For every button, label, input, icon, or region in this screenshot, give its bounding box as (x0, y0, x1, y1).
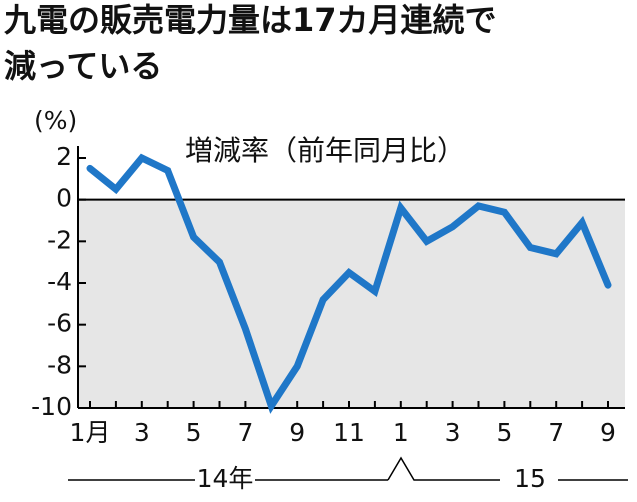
y-unit: (%) (34, 106, 77, 135)
x-tick-label: 7 (548, 418, 564, 447)
y-tick-label: -2 (47, 225, 72, 254)
chart-title-line: 九電の販売電力量は17カ月連続で (4, 1, 497, 39)
chart-title-line: 減っている (4, 47, 162, 85)
y-tick-label: -10 (31, 392, 72, 421)
year-break (387, 456, 500, 481)
negative-region (78, 199, 625, 408)
x-tick-label: 7 (237, 418, 253, 447)
x-tick-label: 9 (600, 418, 616, 447)
series-line (86, 153, 612, 414)
x-tick-label: 3 (134, 418, 150, 447)
year-label: 15 (514, 464, 546, 493)
y-tick-label: -6 (47, 309, 72, 338)
x-tick-label: 5 (496, 418, 512, 447)
x-tick-label: 3 (445, 418, 461, 447)
x-tick-label: 1月 (70, 418, 111, 447)
x-tick-label: 5 (186, 418, 202, 447)
x-tick-label: 11 (333, 418, 365, 447)
x-tick-label: 1 (393, 418, 409, 447)
subtitle: 増減率（前年同月比） (185, 134, 465, 167)
y-tick-label: 2 (56, 142, 72, 171)
y-tick-label: 0 (56, 184, 72, 213)
year-label: 14年 (197, 464, 254, 493)
y-tick-label: -8 (47, 350, 72, 379)
x-tick-label: 9 (289, 418, 305, 447)
y-tick-label: -4 (47, 267, 72, 296)
